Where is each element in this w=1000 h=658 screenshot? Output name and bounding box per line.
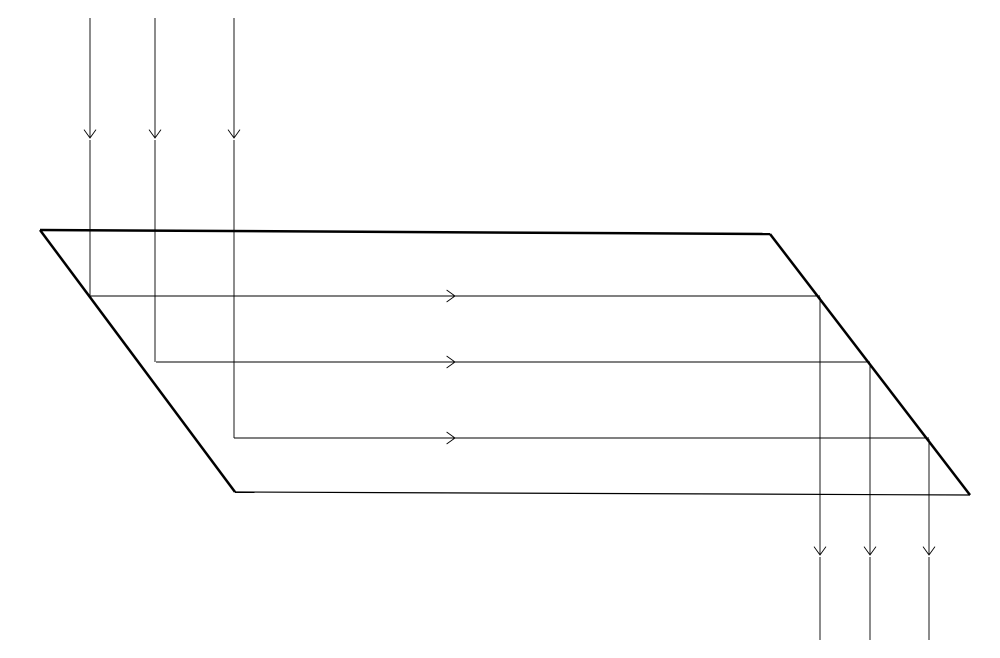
optical-diagram xyxy=(0,0,1000,658)
parallelogram-top-edge xyxy=(40,230,770,234)
parallelogram-left-edge xyxy=(40,230,235,492)
parallelogram-bottom-edge xyxy=(235,492,970,495)
